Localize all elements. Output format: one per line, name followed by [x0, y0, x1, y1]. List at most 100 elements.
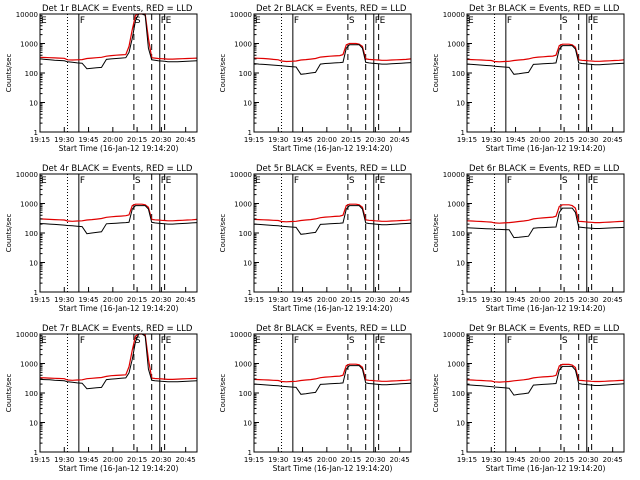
events-series-line — [466, 365, 625, 396]
x-tick-label: 20:45 — [390, 136, 410, 144]
y-tick-label: 100 — [239, 390, 252, 398]
marker-label: F — [588, 176, 593, 186]
y-tick-label: 10 — [243, 100, 252, 108]
x-tick-label: 20:30 — [365, 136, 385, 144]
x-axis-label: Start Time (16-Jan-12 19:14:20) — [273, 304, 393, 313]
marker-label: F — [80, 16, 85, 26]
x-axis-label: Start Time (16-Jan-12 19:14:20) — [59, 464, 179, 473]
y-tick-label: 1 — [461, 449, 465, 457]
x-axis-label: Start Time (16-Jan-12 19:14:20) — [59, 144, 179, 153]
x-tick-label: 20:00 — [530, 296, 550, 304]
marker-label: F — [80, 176, 85, 186]
y-tick-label: 1000 — [20, 41, 38, 49]
x-tick-label: 19:15 — [457, 136, 477, 144]
events-series-line — [39, 333, 198, 390]
x-tick-label: 19:30 — [481, 296, 501, 304]
plot-frame — [39, 13, 198, 133]
marker-label: E — [255, 336, 261, 346]
y-tick-label: 10000 — [443, 171, 465, 179]
x-tick-label: 20:00 — [317, 296, 337, 304]
y-tick-label: 100 — [25, 230, 38, 238]
y-tick-label: 1 — [34, 129, 38, 137]
y-tick-label: 10 — [29, 100, 38, 108]
plot-frame — [39, 173, 198, 293]
events-series-line — [466, 207, 625, 239]
y-tick-label: 10 — [456, 420, 465, 428]
y-tick-label: 10000 — [16, 171, 38, 179]
x-axis-label: Start Time (16-Jan-12 19:14:20) — [273, 464, 393, 473]
plot-frame — [466, 333, 625, 453]
y-tick-label: 10000 — [230, 11, 252, 19]
x-tick-label: 20:15 — [127, 136, 147, 144]
marker-label: E — [593, 16, 599, 26]
x-tick-label: 19:45 — [292, 296, 312, 304]
marker-label: S — [562, 16, 568, 26]
marker-label: E — [593, 336, 599, 346]
x-tick-label: 19:30 — [54, 456, 74, 464]
x-tick-label: 20:45 — [603, 456, 623, 464]
y-axis-label: Counts/sec — [219, 214, 227, 253]
marker-label: F — [294, 176, 299, 186]
y-tick-label: 1 — [34, 449, 38, 457]
marker-label: E — [255, 16, 261, 26]
marker-label: E — [468, 16, 474, 26]
x-tick-label: 20:30 — [365, 296, 385, 304]
panel-title: Det 7r BLACK = Events, RED = LLD — [42, 324, 193, 334]
x-tick-label: 20:00 — [103, 296, 123, 304]
y-axis-label: Counts/sec — [432, 214, 440, 253]
y-tick-label: 10000 — [443, 331, 465, 339]
y-tick-label: 1 — [461, 129, 465, 137]
x-tick-label: 19:15 — [244, 296, 264, 304]
x-tick-label: 19:30 — [481, 456, 501, 464]
y-tick-label: 1000 — [20, 361, 38, 369]
x-tick-label: 20:00 — [103, 456, 123, 464]
x-tick-label: 20:30 — [151, 456, 171, 464]
marker-label: F — [294, 336, 299, 346]
y-tick-label: 10000 — [230, 331, 252, 339]
marker-label: F — [375, 176, 380, 186]
x-tick-label: 19:30 — [54, 136, 74, 144]
marker-label: S — [135, 336, 141, 346]
x-tick-label: 19:15 — [30, 456, 50, 464]
y-axis-label: Counts/sec — [219, 374, 227, 413]
marker-label: F — [375, 336, 380, 346]
panel-title: Det 3r BLACK = Events, RED = LLD — [469, 4, 620, 14]
lld-series-line — [39, 333, 198, 381]
x-tick-label: 20:45 — [390, 296, 410, 304]
y-tick-label: 10000 — [443, 11, 465, 19]
y-tick-label: 1000 — [234, 361, 252, 369]
marker-label: E — [468, 336, 474, 346]
marker-label: F — [375, 16, 380, 26]
x-axis-label: Start Time (16-Jan-12 19:14:20) — [273, 144, 393, 153]
plot-frame — [466, 173, 625, 293]
y-tick-label: 10000 — [16, 11, 38, 19]
x-tick-label: 19:15 — [30, 136, 50, 144]
marker-label: E — [380, 16, 386, 26]
x-tick-label: 19:45 — [505, 136, 525, 144]
marker-label: S — [562, 336, 568, 346]
x-tick-label: 19:45 — [292, 456, 312, 464]
panel-title: Det 1r BLACK = Events, RED = LLD — [42, 4, 193, 14]
x-tick-label: 19:30 — [268, 456, 288, 464]
x-tick-label: 20:30 — [151, 136, 171, 144]
x-tick-label: 19:15 — [30, 296, 50, 304]
x-tick-label: 19:15 — [457, 296, 477, 304]
x-tick-label: 19:30 — [54, 296, 74, 304]
lld-series-line — [39, 203, 198, 222]
y-tick-label: 1000 — [447, 361, 465, 369]
plot-frame — [39, 333, 198, 453]
y-axis-label: Counts/sec — [5, 374, 13, 413]
y-tick-label: 10 — [29, 420, 38, 428]
x-tick-label: 19:45 — [78, 136, 98, 144]
y-tick-label: 1 — [248, 449, 252, 457]
panel-title: Det 5r BLACK = Events, RED = LLD — [256, 164, 407, 174]
y-axis-label: Counts/sec — [5, 214, 13, 253]
y-tick-label: 1000 — [234, 201, 252, 209]
marker-label: F — [161, 16, 166, 26]
plot-frame — [253, 333, 412, 453]
